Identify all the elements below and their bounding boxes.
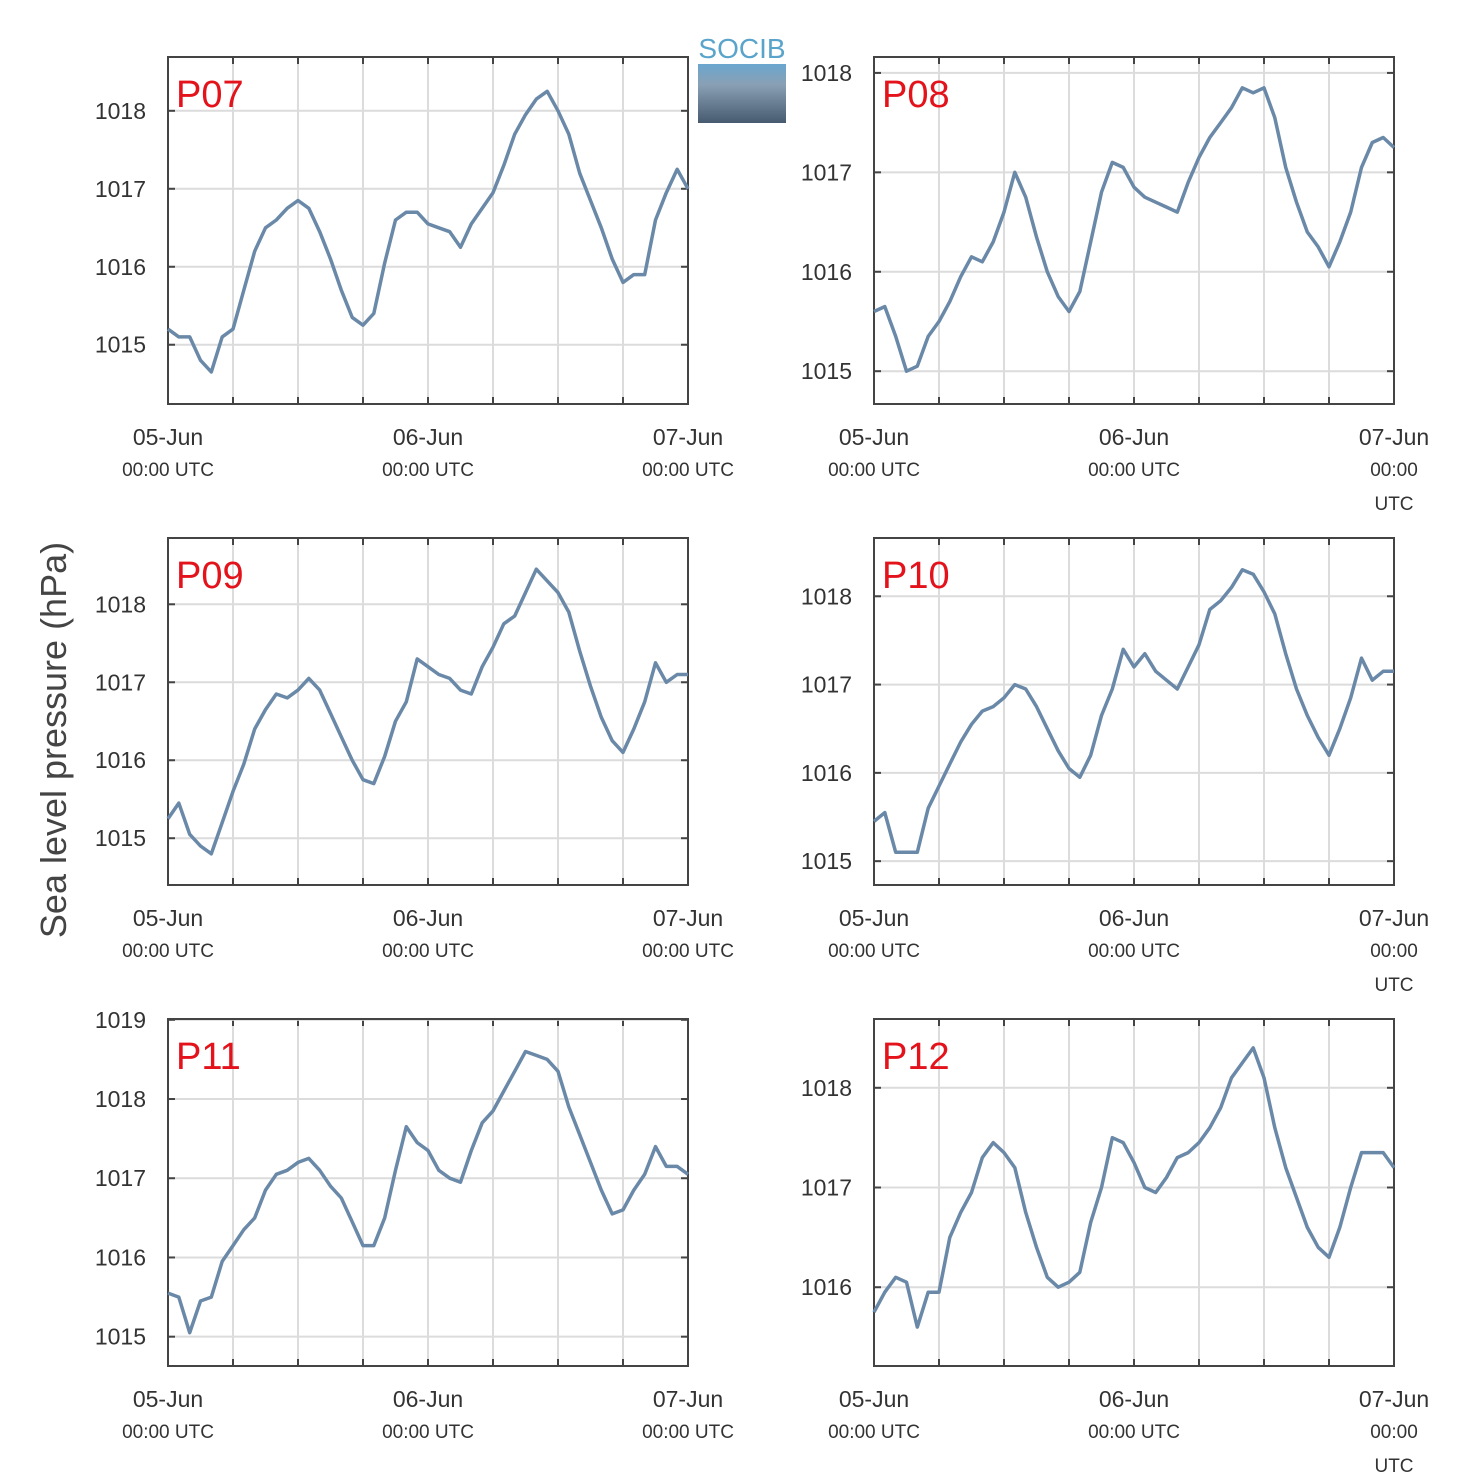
y-tick-label: 1018 [801, 583, 852, 609]
y-tick-label: 1017 [801, 1175, 852, 1201]
panel-title: P12 [882, 1036, 950, 1078]
y-tick-label: 1016 [801, 1274, 852, 1300]
y-tick-label: 1016 [801, 259, 852, 285]
y-tick-label: 1017 [801, 159, 852, 185]
y-tick-label: 1017 [801, 672, 852, 698]
y-tick-label: 1015 [95, 332, 146, 358]
series-line [166, 89, 690, 374]
plot-frame [167, 56, 689, 405]
plot-frame [873, 1018, 1395, 1367]
y-tick-label: 1016 [801, 760, 852, 786]
y-axis-label: Sea level pressure (hPa) [33, 542, 74, 938]
y-tick-label: 1017 [95, 176, 146, 202]
series-line [166, 567, 688, 856]
y-tick-label: 1019 [95, 1007, 146, 1033]
panel-title: P07 [176, 74, 244, 116]
panel-title: P11 [176, 1036, 241, 1078]
panel-title: P08 [882, 74, 950, 116]
plot-frame [167, 1018, 689, 1367]
x-tick-label: 05-Jun 00:00 UTC [122, 424, 214, 481]
series-line [167, 1049, 690, 1335]
y-tick-label: 1015 [95, 1324, 146, 1350]
x-tick-label: 07-Jun 00:00 UTC [1358, 1386, 1430, 1474]
series-line [872, 1046, 1396, 1329]
x-tick-label: 05-Jun 00:00 UTC [828, 905, 920, 962]
panel-title: P09 [176, 555, 244, 597]
logo-block [698, 64, 786, 123]
x-tick-label: 06-Jun 00:00 UTC [382, 424, 474, 481]
y-tick-label: 1018 [801, 1075, 852, 1101]
y-tick-label: 1015 [801, 848, 852, 874]
series-line [872, 568, 1394, 855]
y-tick-label: 1016 [95, 254, 146, 280]
plot-frame [873, 537, 1395, 886]
x-tick-label: 05-Jun 00:00 UTC [828, 424, 920, 481]
y-tick-label: 1018 [95, 98, 146, 124]
x-tick-label: 06-Jun 00:00 UTC [382, 1386, 474, 1443]
x-tick-label: 06-Jun 00:00 UTC [1088, 1386, 1180, 1443]
series-line [873, 86, 1396, 373]
x-tick-label: 05-Jun 00:00 UTC [122, 905, 214, 962]
x-tick-label: 05-Jun 00:00 UTC [122, 1386, 214, 1443]
x-tick-label: 06-Jun 00:00 UTC [382, 905, 474, 962]
y-tick-label: 1015 [801, 358, 852, 384]
x-tick-label: 07-Jun 00:00 UTC [642, 905, 734, 962]
panel-title: P10 [882, 555, 950, 597]
x-tick-label: 07-Jun 00:00 UTC [1358, 905, 1430, 996]
x-tick-label: 05-Jun 00:00 UTC [828, 1386, 920, 1443]
y-tick-label: 1016 [95, 747, 146, 773]
y-tick-label: 1017 [95, 1165, 146, 1191]
logo-text: SOCIB [698, 33, 785, 64]
y-tick-label: 1015 [95, 825, 146, 851]
x-tick-label: 06-Jun 00:00 UTC [1088, 424, 1180, 481]
y-tick-label: 1018 [95, 1086, 146, 1112]
y-tick-label: 1018 [801, 60, 852, 86]
y-tick-label: 1016 [95, 1244, 146, 1270]
x-tick-label: 07-Jun 00:00 UTC [642, 424, 734, 481]
x-tick-label: 06-Jun 00:00 UTC [1088, 905, 1180, 962]
x-tick-label: 07-Jun 00:00 UTC [1358, 424, 1430, 515]
y-tick-label: 1017 [95, 669, 146, 695]
plot-frame [873, 56, 1395, 405]
plot-frame [167, 537, 689, 886]
x-tick-label: 07-Jun 00:00 UTC [642, 1386, 734, 1443]
y-tick-label: 1018 [95, 591, 146, 617]
